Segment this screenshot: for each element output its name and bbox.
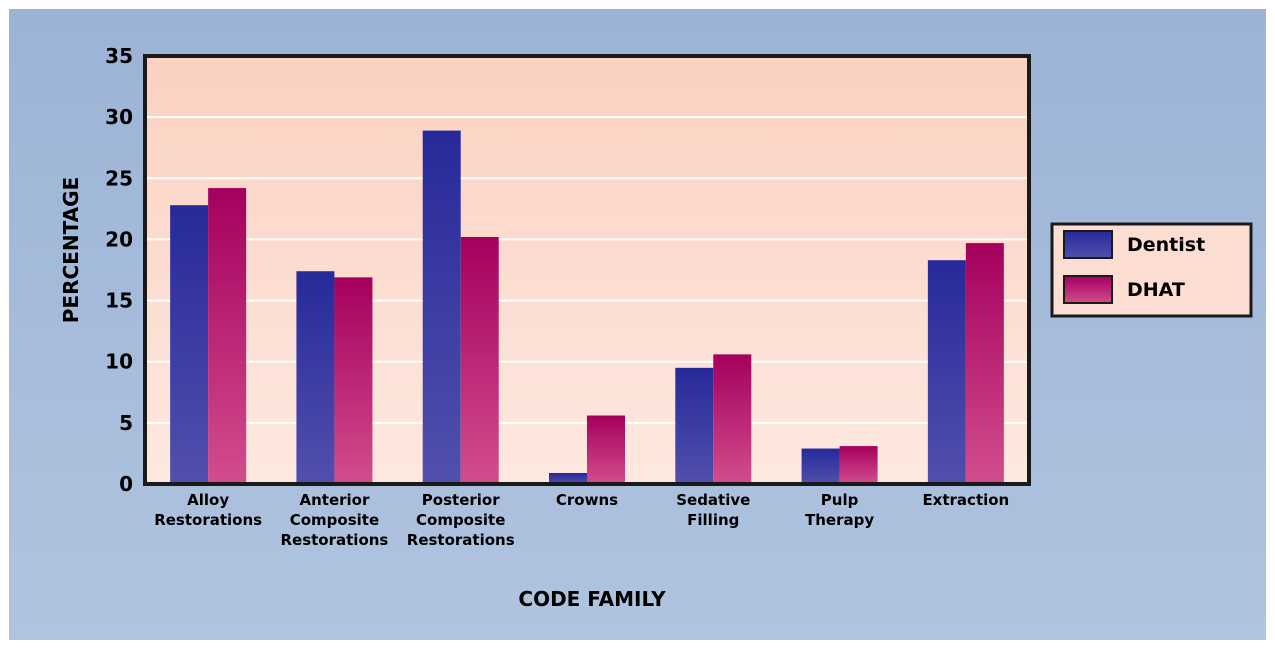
- x-axis-ticks: Alloy Restorations Anterior Composite Restor…: [154, 491, 1009, 549]
- y-axis-ticks: 0 5 10 15 20 25 30 35: [105, 44, 133, 496]
- bar-dentist: [296, 271, 335, 484]
- bars: [170, 130, 1004, 484]
- y-tick-label: 20: [105, 227, 133, 251]
- bar-dhat: [460, 236, 499, 484]
- y-tick-label: 15: [105, 289, 133, 313]
- legend: Dentist DHAT: [1050, 222, 1253, 318]
- y-tick-label: 0: [119, 472, 133, 496]
- x-tick-label: Anterior Composite Restorations: [280, 491, 388, 549]
- x-axis-title: CODE FAMILY: [518, 587, 666, 611]
- bar-dhat: [334, 277, 373, 484]
- plot-area: [145, 56, 1029, 484]
- bar-dhat: [965, 243, 1004, 484]
- y-tick-label: 30: [105, 105, 133, 129]
- legend-swatch-dhat: [1063, 275, 1113, 304]
- x-tick-label: Extraction: [922, 491, 1009, 509]
- gridlines: [145, 116, 1029, 424]
- plot-border: [143, 54, 1031, 486]
- y-tick-label: 5: [119, 411, 133, 435]
- bar-dentist: [801, 448, 840, 484]
- x-tick-label: Pulp Therapy: [805, 491, 874, 529]
- bar-dentist: [170, 205, 209, 484]
- bar-dentist: [422, 130, 461, 484]
- legend-label-dentist: Dentist: [1127, 234, 1205, 256]
- y-tick-label: 35: [105, 44, 133, 68]
- bar-dhat: [713, 354, 752, 484]
- y-tick-label: 25: [105, 166, 133, 190]
- bar-dhat: [839, 446, 878, 484]
- x-tick-label: Sedative Filling: [676, 491, 750, 529]
- bar-dentist: [549, 472, 587, 484]
- bar-dhat: [208, 188, 247, 484]
- bar-dentist: [927, 260, 966, 484]
- bar-dentist: [675, 367, 714, 484]
- x-tick-label: Posterior Composite Restorations: [407, 491, 515, 549]
- x-tick-label: Alloy Restorations: [154, 491, 262, 529]
- legend-label-dhat: DHAT: [1127, 279, 1185, 301]
- y-tick-label: 10: [105, 350, 133, 374]
- x-tick-label: Crowns: [556, 491, 618, 509]
- y-axis-title: PERCENTAGE: [59, 177, 83, 323]
- legend-swatch-dentist: [1063, 230, 1113, 259]
- bar-dhat: [587, 415, 625, 484]
